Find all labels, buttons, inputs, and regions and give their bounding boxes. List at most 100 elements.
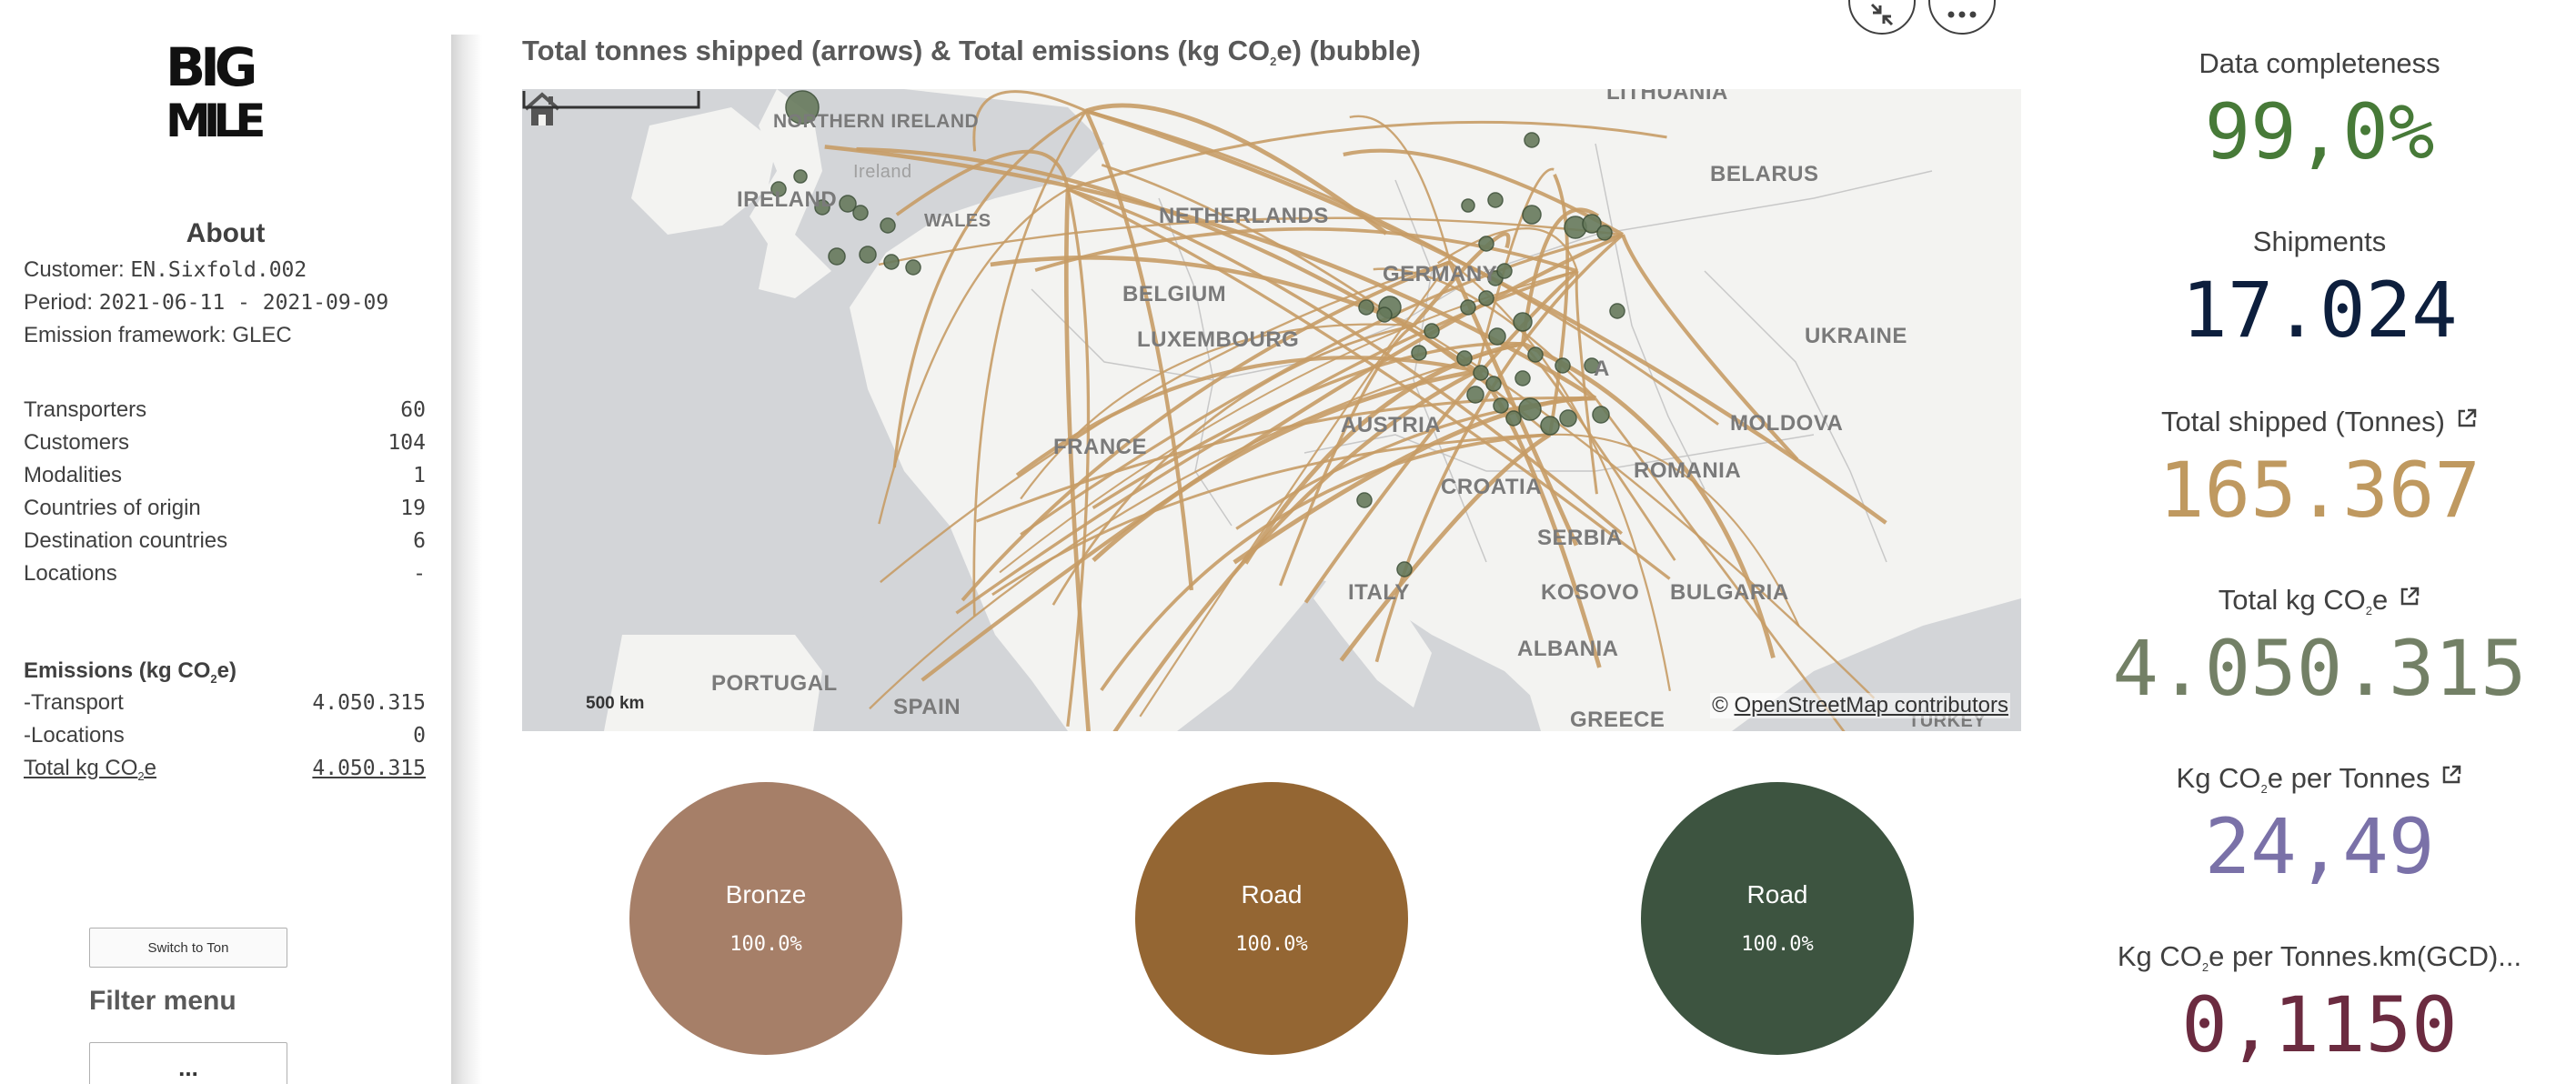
pie-chart-road[interactable]: Road 100.0% [1135,782,1408,1055]
pie-chart-road-dark[interactable]: Road 100.0% [1641,782,1914,1055]
shipment-arrow [1621,234,1799,461]
kpi-value-kg-co2e-per-tonnes-km: 0,1150 [2181,980,2458,1069]
country-label-spain: SPAIN [893,695,961,719]
pie-value: 100.0% [1235,933,1308,956]
shipment-arrow [1100,433,1551,691]
emission-bubble[interactable] [1527,346,1544,363]
emission-bubble[interactable] [1488,327,1506,346]
emission-bubble[interactable] [1555,357,1571,374]
more-options-button[interactable] [1928,0,1996,35]
emission-bubble[interactable] [1524,132,1540,148]
emission-bubble[interactable] [1487,192,1504,208]
emissions-locations-label: -Locations [24,723,125,748]
emission-bubble[interactable] [828,247,846,266]
emission-bubble[interactable] [880,217,896,234]
stat-label: Customers [24,430,130,455]
about-title: About [186,218,266,248]
emission-bubble[interactable] [1424,323,1440,339]
kpi-label-total-kg-co2e[interactable]: Total kg CO2e [2092,584,2547,617]
country-label-bulgaria: BULGARIA [1670,580,1789,605]
emission-bubble[interactable] [1596,225,1613,241]
shipment-arrow [878,216,1624,266]
emission-bubble[interactable] [1582,214,1602,234]
emission-bubble[interactable] [1522,205,1542,225]
emission-bubble[interactable] [1584,357,1600,374]
customer-line: Customer: EN.Sixfold.002 [24,257,307,283]
emission-bubble[interactable] [1411,345,1427,361]
emission-bubble[interactable] [1485,376,1502,392]
scale-bar [522,91,700,109]
emission-bubble[interactable] [1478,290,1494,306]
external-link-icon[interactable] [2440,764,2462,786]
country-label-germany: GERMANY [1383,262,1498,286]
country-label-italy: ITALY [1348,580,1410,605]
country-label-portugal: PORTUGAL [711,671,838,696]
filter-menu-button[interactable]: ... [89,1042,287,1084]
emission-bubble[interactable] [1460,299,1476,316]
emission-bubble[interactable] [1461,198,1475,213]
shipment-arrow [1413,324,1876,699]
customer-value: EN.Sixfold.002 [130,258,307,282]
pie-label: Road [1746,880,1808,908]
home-icon[interactable] [522,89,562,129]
shipment-arrow [1067,120,1667,191]
emissions-total-row: Total kg CO2e 4.050.315 [24,756,426,788]
country-label-croatia: CROATIA [1441,475,1543,499]
customer-label: Customer: [24,257,125,282]
shipment-arrow [1235,396,1596,530]
emission-bubble[interactable] [785,90,820,125]
emission-bubble[interactable] [1396,561,1413,577]
shipment-map[interactable]: NORTHERN IRELAND Ireland IRELAND WALES N… [522,89,2021,731]
emission-bubble[interactable] [1513,312,1533,332]
emission-bubble[interactable] [1478,236,1494,252]
kpi-label-pre: Kg CO [2176,762,2261,794]
emission-bubble[interactable] [905,259,921,276]
emission-bubble[interactable] [839,195,857,213]
map-title: Total tonnes shipped (arrows) & Total em… [522,35,1421,68]
shipment-arrow [1278,324,1414,587]
switch-to-ton-button[interactable]: Switch to Ton [89,928,287,968]
framework-line: Emission framework: GLEC [24,323,292,348]
stat-row-customers: Customers 104 [24,430,426,463]
emission-bubble[interactable] [1493,397,1509,414]
emission-bubble[interactable] [1505,410,1522,427]
shipment-arrow [1085,103,1388,236]
stat-row-destination-countries: Destination countries 6 [24,528,426,561]
emission-bubble[interactable] [770,181,787,197]
emission-bubble[interactable] [1356,492,1373,508]
exit-fullscreen-button[interactable] [1848,0,1916,35]
shipment-arrow [1034,226,1578,273]
osm-attribution-link[interactable]: OpenStreetMap contributors [1734,693,2009,718]
emission-bubble[interactable] [1456,350,1473,366]
pie-chart-bronze[interactable]: Bronze 100.0% [629,782,902,1055]
country-label-romania: ROMANIA [1634,458,1742,483]
external-link-icon[interactable] [2456,407,2478,429]
emission-bubble[interactable] [852,205,869,221]
stat-label: Countries of origin [24,496,201,520]
emission-bubble[interactable] [1518,397,1542,421]
emission-bubble[interactable] [1609,303,1625,319]
emission-bubble[interactable] [1496,263,1513,279]
emission-bubble[interactable] [1559,409,1577,427]
emission-bubble[interactable] [1466,386,1484,404]
emission-bubble[interactable] [1358,299,1374,316]
emission-bubble[interactable] [1540,416,1560,436]
emissions-transport-value: 4.050.315 [312,691,426,715]
shipment-arrow [1066,188,1091,728]
emission-bubble[interactable] [883,254,900,270]
external-link-icon[interactable] [2399,586,2420,607]
emission-bubble[interactable] [1592,406,1610,424]
emission-bubble[interactable] [1376,306,1393,323]
emission-bubble[interactable] [859,246,877,264]
emission-bubble[interactable] [793,169,808,184]
emission-bubble[interactable] [814,199,830,216]
pie-value: 100.0% [730,933,802,956]
country-label-france: FRANCE [1053,435,1147,459]
emissions-title-pre: Emissions (kg CO [24,658,211,683]
kpi-label-total-shipped[interactable]: Total shipped (Tonnes) [2092,406,2547,438]
kpi-label-kg-co2e-per-tonnes[interactable]: Kg CO2e per Tonnes [2092,762,2547,796]
emission-bubble[interactable] [1473,365,1489,381]
pie-label: Road [1241,880,1303,908]
emission-bubble[interactable] [1514,370,1531,386]
stat-label: Locations [24,561,117,586]
